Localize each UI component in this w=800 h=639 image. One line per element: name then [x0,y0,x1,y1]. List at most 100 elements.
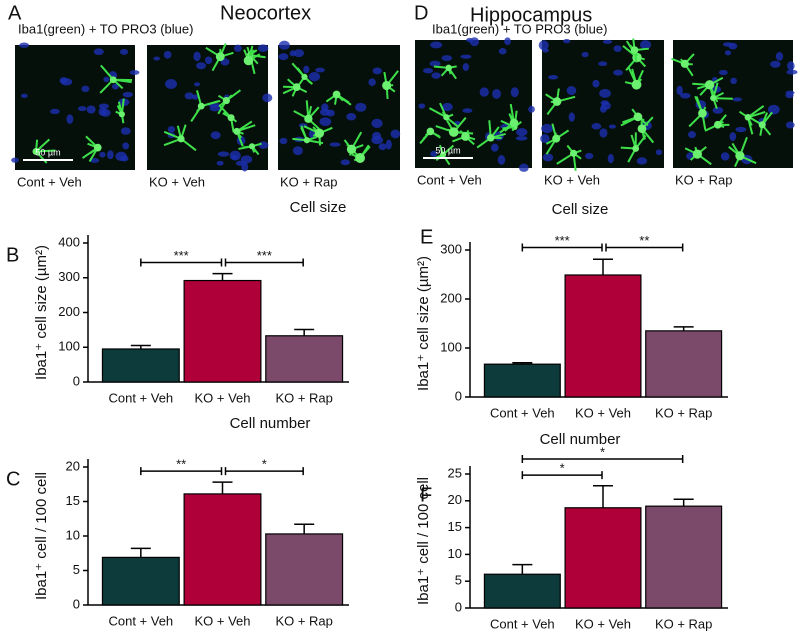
microglia-soma [355,153,365,163]
panel-letter: D [414,2,428,24]
nucleus [497,154,506,165]
significance-bracket [140,467,223,476]
error-bar [294,328,315,336]
error-bar [212,272,233,281]
panel-letter: E [420,226,433,248]
bar [183,493,262,606]
x-tick-label: Cont + Veh [108,390,173,405]
nucleus [655,149,663,156]
microglia-soma [222,96,230,105]
nucleus [122,91,133,98]
error-bar [512,563,533,575]
panel-letter: A [8,2,22,24]
nucleus [371,136,384,145]
microglia-soma [32,148,40,155]
y-tick-label: 20 [66,458,80,473]
bar [101,348,180,383]
microglia-process [728,136,757,168]
nucleus [540,134,550,143]
microglia-soma [304,114,313,123]
nucleus [541,123,553,134]
nucleus [165,78,177,89]
nucleus [775,51,784,61]
nucleus [371,118,383,128]
image-label: KO + Rap [675,172,732,187]
bar [265,335,344,383]
nucleus [770,60,781,68]
image-label: KO + Veh [544,172,600,187]
microglia-soma [744,114,752,121]
microglia-process [293,100,320,130]
microglia-process [428,102,460,129]
nucleus [368,78,376,87]
nucleus [100,108,111,117]
error-bar [673,498,694,507]
image-label: Cont + Veh [17,174,82,189]
microglia-soma [698,109,707,118]
y-axis-label: Iba1⁺ cell size (µm²) [33,245,50,380]
nucleus [93,48,104,56]
nucleus [542,153,554,162]
microglia-process [622,40,647,71]
nucleus [86,105,96,114]
nucleus [490,143,499,152]
y-tick-label: 100 [440,339,462,354]
microglia-soma [704,80,715,90]
significance-bracket [521,243,603,252]
nucleus [59,77,68,84]
nucleus [355,102,367,112]
nucleus [292,146,303,156]
nucleus [315,67,325,73]
nucleus [66,114,74,124]
microglia-process [325,93,352,106]
nucleus [329,142,341,147]
y-tick-label: 5 [73,562,80,577]
microglia-soma [631,79,642,90]
nucleus [279,137,288,145]
microglia-soma [552,97,562,106]
y-tick-label: 200 [440,290,462,305]
microglia-soma [570,149,578,157]
microglia-soma [314,128,325,138]
nucleus [599,128,608,138]
microglia-soma [735,151,745,161]
bar [645,330,723,398]
error-bar [673,326,694,331]
image-label: KO + Veh [149,174,205,189]
nucleus [718,69,728,76]
nucleus [724,50,732,56]
nucleus [566,86,577,96]
nucleus [466,37,473,43]
microglia-process [620,132,647,163]
nucleus [308,72,321,82]
x-tick-label: KO + Rap [275,390,332,405]
nucleus [98,103,110,109]
microglia-soma [118,111,125,118]
microglia-soma [109,76,117,84]
microglia-process [545,123,570,155]
nucleus [229,150,241,161]
significance-label: * [560,461,565,476]
nucleus [591,122,602,130]
microglia-process [692,76,724,103]
microglia-soma [443,114,450,121]
microglia-soma [758,121,766,129]
nucleus [50,108,60,115]
microglia-process [688,95,707,130]
nucleus [321,103,329,112]
microglia-soma [177,135,185,143]
nucleus [372,67,382,75]
nucleus [492,88,501,99]
nucleus [115,151,127,162]
microglia-soma [633,112,643,122]
nucleus [90,158,100,164]
significance-bracket [140,258,223,267]
error-bar [212,481,233,494]
microglia-process [624,66,644,86]
nucleus [11,157,19,163]
microglia-process [217,89,242,115]
microglia-soma [346,144,357,154]
nucleus [767,104,780,115]
nucleus [319,117,332,126]
x-tick-label: KO + Rap [275,613,332,628]
